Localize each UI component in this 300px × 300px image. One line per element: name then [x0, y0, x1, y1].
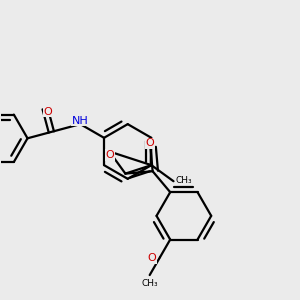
Text: O: O: [145, 138, 154, 148]
Text: CH₃: CH₃: [141, 279, 158, 288]
Text: O: O: [106, 150, 115, 160]
Text: CH₃: CH₃: [176, 176, 193, 184]
Text: O: O: [43, 107, 52, 117]
Text: NH: NH: [71, 116, 88, 126]
Text: O: O: [147, 253, 156, 263]
